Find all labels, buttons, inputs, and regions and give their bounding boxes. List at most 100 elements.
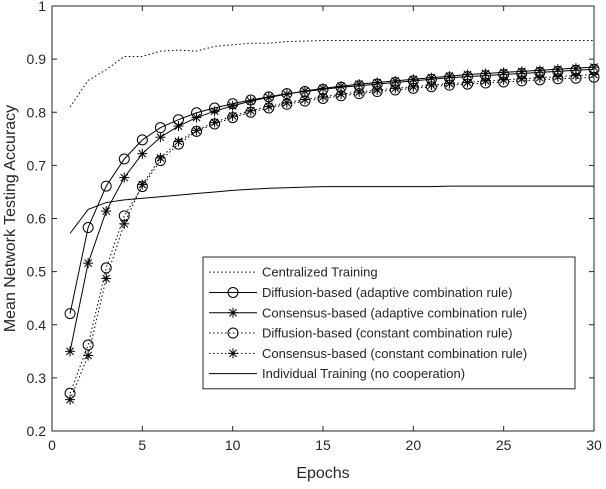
data-point <box>281 89 292 100</box>
star-stroke <box>517 67 526 76</box>
data-point <box>65 394 76 405</box>
data-point <box>101 206 112 217</box>
legend-entry: Centralized Training <box>209 265 378 280</box>
data-point <box>227 110 238 121</box>
data-point <box>155 132 166 143</box>
data-point <box>155 152 166 163</box>
data-point <box>118 153 130 165</box>
data-point <box>191 125 202 136</box>
star-stroke <box>535 73 544 82</box>
star-stroke <box>337 90 346 99</box>
data-point <box>209 117 220 128</box>
star-stroke <box>499 68 508 77</box>
data-point <box>136 134 148 146</box>
data-point <box>552 71 563 82</box>
legend-label: Individual Training (no cooperation) <box>262 366 465 381</box>
legend-entry: Consensus-based (constant combination ru… <box>209 346 527 361</box>
star-stroke <box>481 69 490 78</box>
star-stroke <box>319 84 327 93</box>
data-point <box>82 222 94 234</box>
star-stroke <box>156 133 165 142</box>
star-stroke <box>210 118 219 127</box>
x-tick-label: 20 <box>406 437 422 453</box>
star-stroke <box>355 88 364 97</box>
data-point <box>318 83 328 94</box>
legend-label: Consensus-based (adaptive combination ru… <box>262 305 527 320</box>
legend-label: Diffusion-based (constant combination ru… <box>262 326 513 341</box>
star-stroke <box>282 98 291 107</box>
x-tick-label: 0 <box>48 437 56 453</box>
data-point <box>462 77 473 88</box>
star-stroke <box>192 113 201 122</box>
star-stroke <box>174 137 183 146</box>
star-stroke <box>445 79 454 88</box>
data-point <box>65 346 76 357</box>
star-stroke <box>337 82 346 91</box>
star-stroke <box>409 82 418 91</box>
data-point <box>173 136 184 147</box>
legend-label: Consensus-based (constant combination ru… <box>262 346 527 361</box>
y-tick-label: 0.2 <box>27 423 47 439</box>
star-stroke <box>355 80 364 89</box>
data-point <box>119 172 130 183</box>
data-point <box>336 89 347 100</box>
star-stroke <box>264 93 273 102</box>
series-centralized-training <box>69 40 594 108</box>
legend-box <box>202 256 576 390</box>
data-point <box>101 273 112 284</box>
series-individual-training-no-cooperation <box>69 185 594 234</box>
data-point <box>480 75 491 86</box>
series-consensus-based-adaptive-combination-rule <box>65 62 599 357</box>
data-point <box>299 94 310 105</box>
star-stroke <box>300 87 309 95</box>
star-stroke <box>463 78 472 87</box>
data-point <box>100 262 112 274</box>
x-tick-label: 10 <box>225 437 241 453</box>
star-stroke <box>229 349 237 358</box>
data-point <box>100 180 112 192</box>
data-point <box>83 350 94 361</box>
data-point <box>137 148 148 159</box>
star-stroke <box>84 259 93 268</box>
legend-entry: Individual Training (no cooperation) <box>209 366 465 381</box>
data-point <box>119 218 130 229</box>
star-stroke <box>553 65 562 74</box>
data-point <box>245 96 256 107</box>
series-line <box>69 40 594 108</box>
y-tick-label: 0.6 <box>27 211 47 227</box>
data-point <box>263 101 274 112</box>
star-stroke <box>246 97 255 106</box>
star-stroke <box>391 84 400 93</box>
star-stroke <box>229 308 237 317</box>
star-stroke <box>192 126 201 135</box>
series-layer <box>64 40 600 405</box>
star-stroke <box>517 74 526 83</box>
star-stroke <box>102 207 111 216</box>
data-point <box>372 84 383 95</box>
star-stroke <box>463 70 472 79</box>
star-stroke <box>102 274 111 283</box>
star-stroke <box>156 153 165 162</box>
star-stroke <box>174 122 183 131</box>
data-point <box>82 339 94 351</box>
x-tick-label: 5 <box>138 437 146 453</box>
star-stroke <box>66 347 75 356</box>
data-point <box>444 78 455 89</box>
star-stroke <box>228 101 237 110</box>
star-stroke <box>427 81 436 90</box>
data-point <box>83 258 94 269</box>
data-point <box>191 112 202 123</box>
y-tick-label: 0.7 <box>27 157 47 173</box>
star-stroke <box>228 112 237 120</box>
legend-entry: Diffusion-based (constant combination ru… <box>209 326 513 341</box>
star-stroke <box>300 95 309 104</box>
data-point <box>354 87 365 98</box>
data-point <box>173 121 184 132</box>
x-tick-label: 25 <box>496 437 512 453</box>
star-stroke <box>553 72 562 81</box>
y-tick-label: 0.3 <box>27 370 47 386</box>
star-stroke <box>210 107 219 116</box>
y-tick-label: 0.5 <box>27 264 47 280</box>
